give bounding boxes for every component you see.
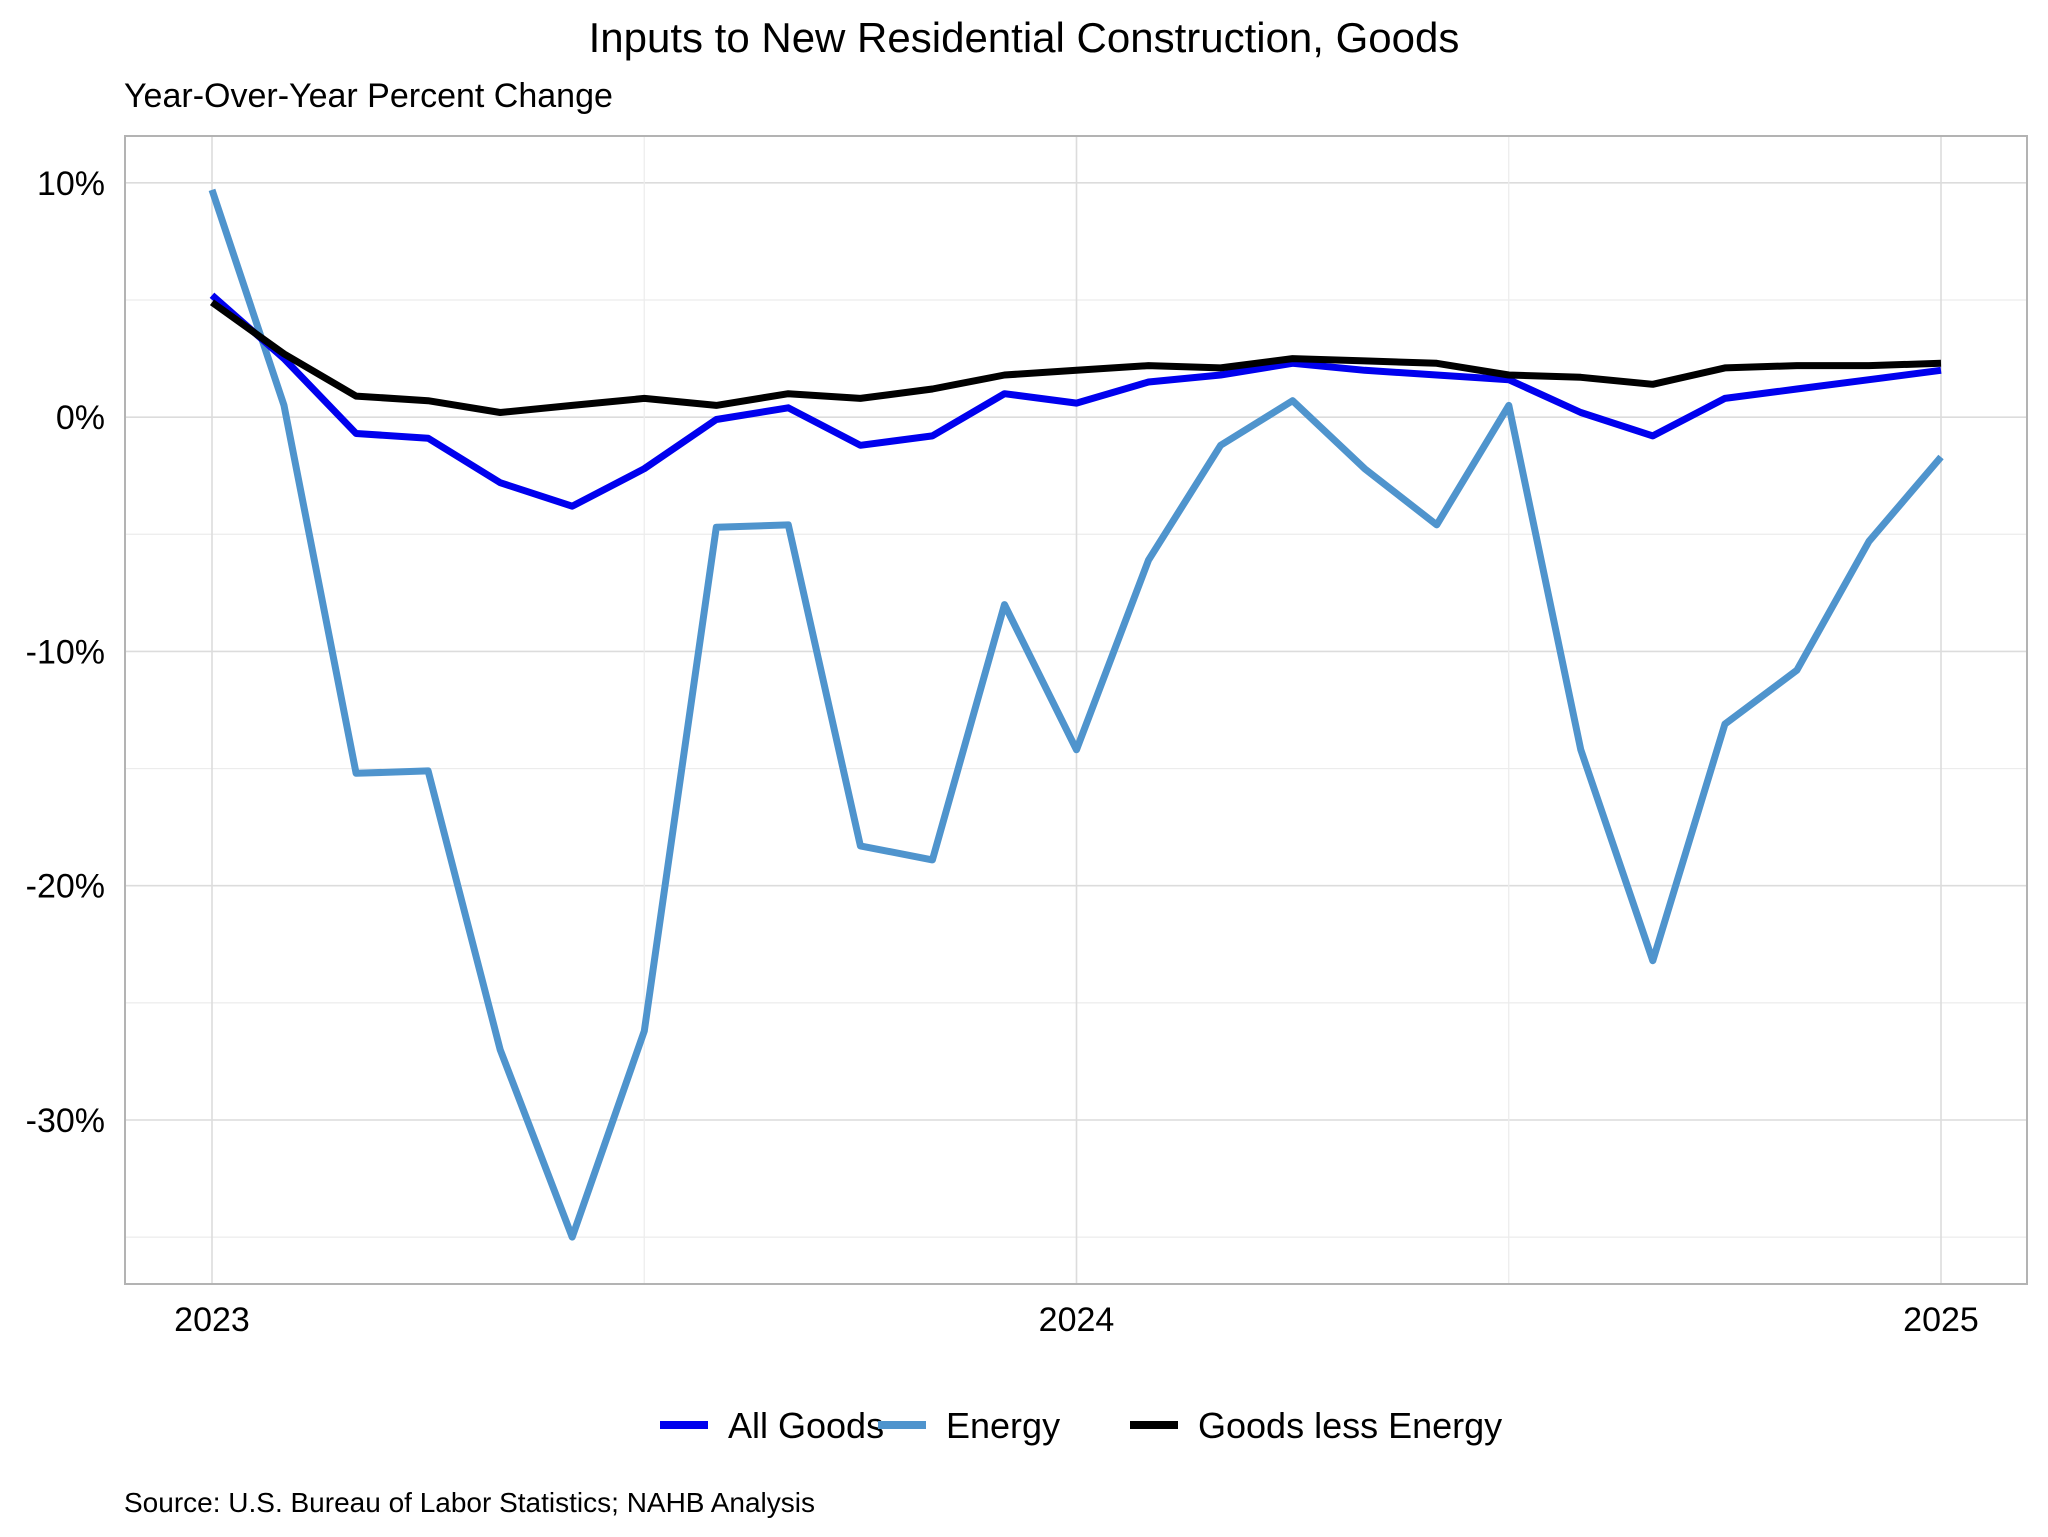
source-note: Source: U.S. Bureau of Labor Statistics;…	[124, 1487, 815, 1518]
grid	[125, 136, 2027, 1284]
x-tick-label: 2023	[174, 1301, 250, 1339]
y-tick-label: 0%	[56, 399, 105, 437]
x-tick-label: 2024	[1039, 1301, 1115, 1339]
y-tick-label: -20%	[26, 868, 105, 906]
legend-label: Energy	[946, 1405, 1060, 1446]
legend-label: Goods less Energy	[1198, 1405, 1502, 1446]
y-tick-label: 10%	[37, 165, 105, 203]
chart-subtitle: Year-Over-Year Percent Change	[124, 77, 613, 115]
y-tick-label: -30%	[26, 1102, 105, 1140]
y-tick-label: -10%	[26, 633, 105, 671]
x-axis: 2023 2024 2025	[174, 1301, 1979, 1339]
legend-label: All Goods	[728, 1405, 884, 1446]
plot-panel	[124, 135, 2028, 1285]
series-line-energy	[208, 188, 1944, 1241]
x-tick-label: 2025	[1903, 1301, 1979, 1339]
chart-title: Inputs to New Residential Construction, …	[589, 14, 1460, 61]
series-line-goods-less-energy	[209, 299, 1942, 416]
legend: All Goods Energy Goods less Energy	[660, 1405, 1502, 1446]
series-lines	[208, 188, 1944, 1241]
series-line-all-goods	[209, 292, 1942, 510]
y-axis: 10% 0% -10% -20% -30%	[26, 165, 105, 1140]
